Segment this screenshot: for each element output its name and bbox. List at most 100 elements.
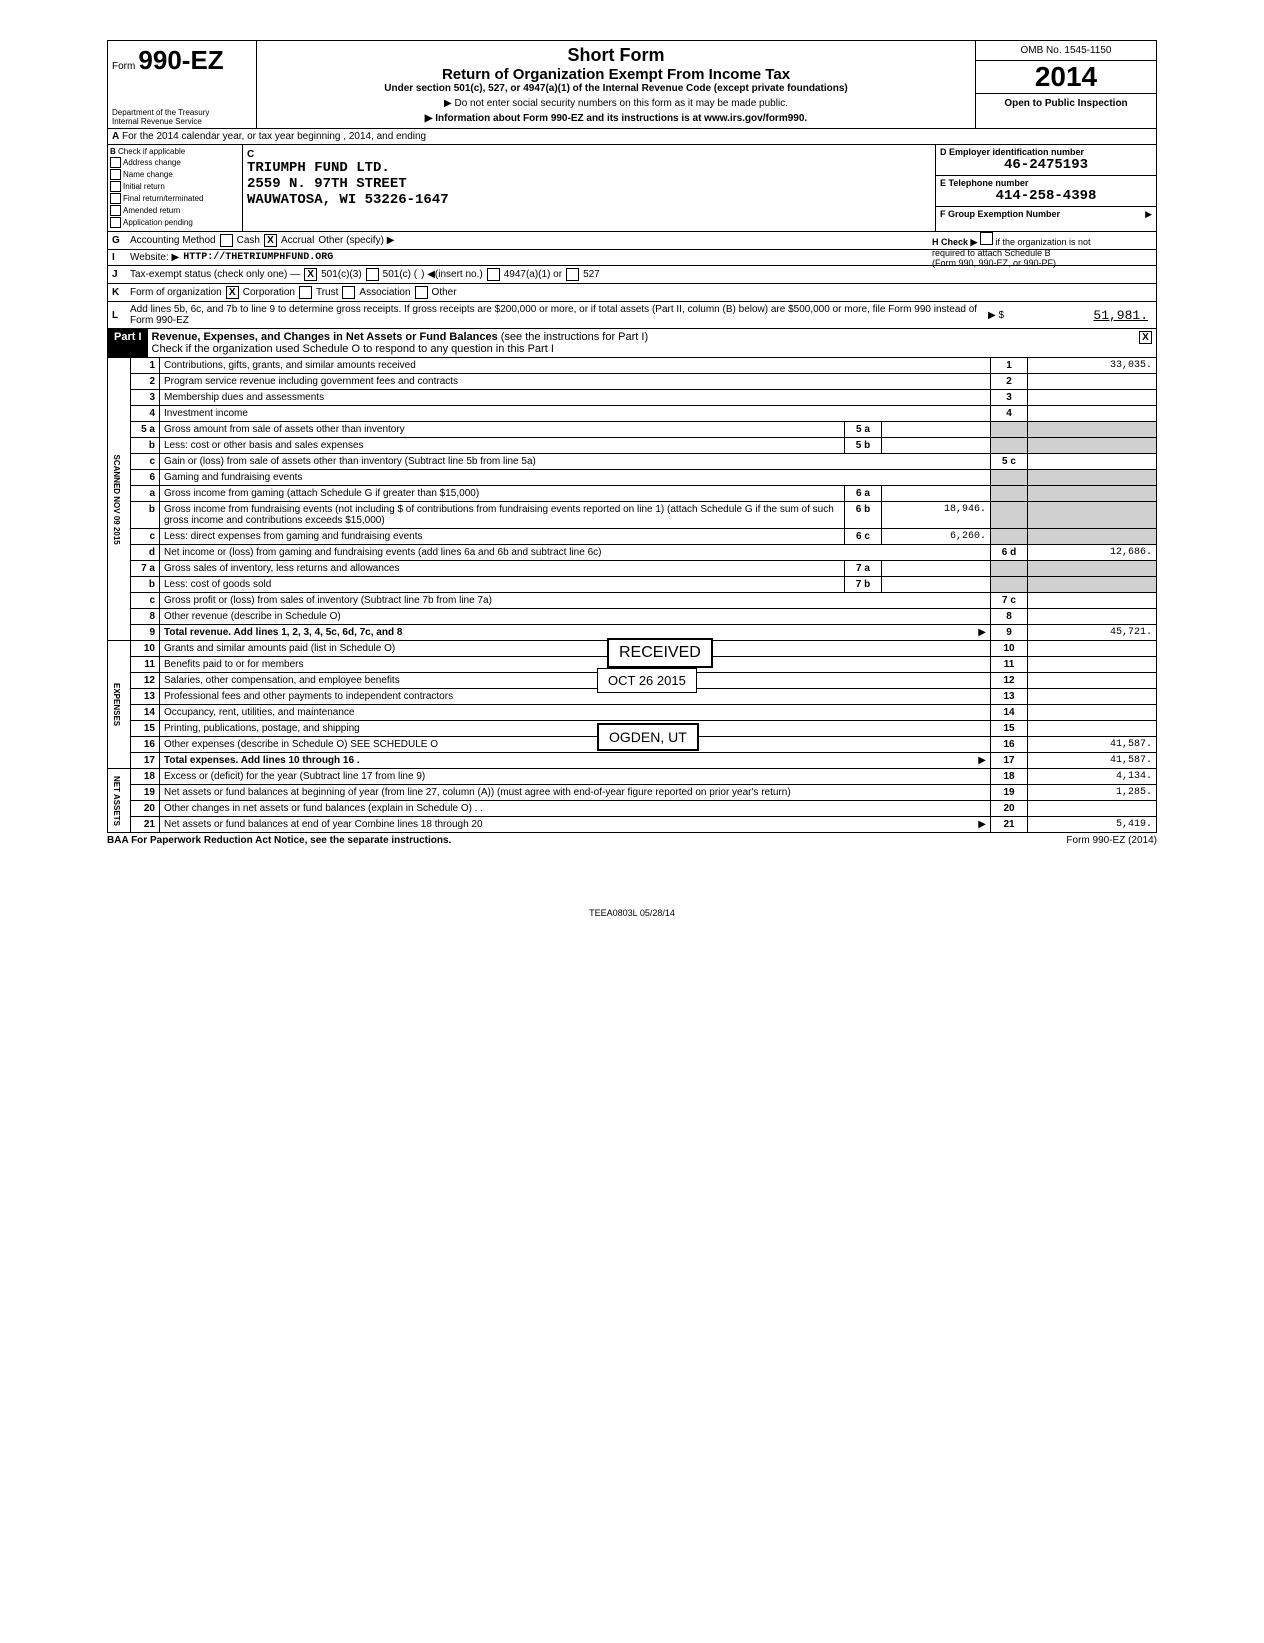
assets-side-label: NET ASSETS	[108, 769, 131, 833]
revenue-side-label: SCANNED NOV 09 2015	[108, 358, 131, 641]
form-990ez-page: Form 990-EZ Department of the Treasury I…	[107, 40, 1157, 918]
org-name: TRIUMPH FUND LTD.	[247, 160, 931, 176]
dept-treasury: Department of the Treasury	[112, 108, 209, 117]
cb-accrual[interactable]: X	[264, 234, 277, 247]
form-number: 990-EZ	[138, 45, 223, 75]
info-block: B Check if applicable Address change Nam…	[107, 145, 1157, 232]
section-b-label: Check if applicable	[118, 147, 185, 156]
baa-notice: BAA For Paperwork Reduction Act Notice, …	[107, 835, 451, 846]
line-18: NET ASSETS 18 Excess or (deficit) for th…	[108, 769, 1157, 785]
part1-title: Revenue, Expenses, and Changes in Net As…	[148, 329, 1135, 357]
line-6c: c Less: direct expenses from gaming and …	[108, 529, 1157, 545]
row-a: A For the 2014 calendar year, or tax yea…	[107, 129, 1157, 145]
omb-number: OMB No. 1545-1150	[976, 41, 1156, 61]
org-addr2: WAUWATOSA, WI 53226-1647	[247, 192, 931, 208]
return-title: Return of Organization Exempt From Incom…	[261, 66, 971, 83]
section-h: H Check ▶ if the organization is not req…	[932, 232, 1152, 268]
cb-application-pending[interactable]: Application pending	[110, 217, 240, 228]
section-e-label: E Telephone number	[940, 178, 1152, 188]
line-17-value: 41,587.	[1028, 753, 1157, 769]
cb-address-change[interactable]: Address change	[110, 157, 240, 168]
line-7a: 7 a Gross sales of inventory, less retur…	[108, 561, 1157, 577]
section-b: B Check if applicable Address change Nam…	[108, 145, 243, 231]
cb-4947[interactable]	[487, 268, 500, 281]
line-5a: 5 a Gross amount from sale of assets oth…	[108, 422, 1157, 438]
row-j: J Tax-exempt status (check only one) — X…	[107, 266, 1157, 284]
part1-label: Part I	[108, 329, 148, 357]
row-g: G Accounting Method Cash XAccrual Other …	[107, 232, 1157, 250]
line-20: 20 Other changes in net assets or fund b…	[108, 801, 1157, 817]
line-1-value: 33,035.	[1028, 358, 1157, 374]
line-7b: b Less: cost of goods sold 7 b	[108, 577, 1157, 593]
line-6c-value: 6,260.	[882, 529, 991, 545]
cb-name-change[interactable]: Name change	[110, 169, 240, 180]
cb-cash[interactable]	[220, 234, 233, 247]
line-6d: d Net income or (loss) from gaming and f…	[108, 545, 1157, 561]
section-d: D Employer identification number 46-2475…	[936, 145, 1156, 176]
gross-receipts: 51,981.	[1008, 308, 1152, 323]
line-19-value: 1,285.	[1028, 785, 1157, 801]
tax-year: 2014	[976, 61, 1156, 94]
row-g-text: Accounting Method	[130, 235, 216, 246]
form-prefix: Form	[112, 61, 135, 72]
line-6a: a Gross income from gaming (attach Sched…	[108, 486, 1157, 502]
section-def: D Employer identification number 46-2475…	[935, 145, 1156, 231]
row-k: K Form of organization XCorporation Trus…	[107, 284, 1157, 302]
header-center: Short Form Return of Organization Exempt…	[257, 41, 975, 128]
cb-final-return[interactable]: Final return/terminated	[110, 193, 240, 204]
cb-amended-return[interactable]: Amended return	[110, 205, 240, 216]
line-1: SCANNED NOV 09 2015 1 Contributions, gif…	[108, 358, 1157, 374]
line-6d-value: 12,686.	[1028, 545, 1157, 561]
info-line: ▶ Information about Form 990-EZ and its …	[261, 113, 971, 124]
section-f: F Group Exemption Number ▶	[936, 207, 1156, 221]
line-8: 8 Other revenue (describe in Schedule O)…	[108, 609, 1157, 625]
section-c: C TRIUMPH FUND LTD. 2559 N. 97TH STREET …	[243, 145, 935, 231]
line-17: 17 Total expenses. Add lines 10 through …	[108, 753, 1157, 769]
line-14: 14 Occupancy, rent, utilities, and maint…	[108, 705, 1157, 721]
part1-checkbox[interactable]: X	[1135, 329, 1156, 357]
dept-irs: Internal Revenue Service	[112, 117, 209, 126]
cb-501c[interactable]	[366, 268, 379, 281]
ein-value: 46-2475193	[940, 157, 1152, 173]
cb-schedule-b[interactable]	[980, 232, 993, 245]
line-2: 2 Program service revenue including gove…	[108, 374, 1157, 390]
cb-initial-return[interactable]: Initial return	[110, 181, 240, 192]
warning-line: ▶ Do not enter social security numbers o…	[261, 98, 971, 109]
cb-other-org[interactable]	[415, 286, 428, 299]
org-addr1: 2559 N. 97TH STREET	[247, 176, 931, 192]
section-c-label: C	[247, 149, 931, 160]
line-6b-value: 18,946.	[882, 502, 991, 529]
line-5c: c Gain or (loss) from sale of assets oth…	[108, 454, 1157, 470]
line-5b: b Less: cost or other basis and sales ex…	[108, 438, 1157, 454]
cb-501c3[interactable]: X	[304, 268, 317, 281]
website-value: HTTP://THETRIUMPHFUND.ORG	[183, 252, 333, 263]
cb-trust[interactable]	[299, 286, 312, 299]
short-form-title: Short Form	[261, 45, 971, 66]
section-f-label: F Group Exemption Number	[940, 209, 1060, 219]
received-stamp: RECEIVED	[607, 638, 713, 668]
form-header: Form 990-EZ Department of the Treasury I…	[107, 40, 1157, 129]
row-a-text: For the 2014 calendar year, or tax year …	[122, 131, 426, 142]
cb-corporation[interactable]: X	[226, 286, 239, 299]
line-19: 19 Net assets or fund balances at beginn…	[108, 785, 1157, 801]
section-f-arrow: ▶	[1145, 209, 1152, 220]
section-d-label: D Employer identification number	[940, 147, 1152, 157]
dept-lines: Department of the Treasury Internal Reve…	[112, 108, 209, 126]
line-21: 21 Net assets or fund balances at end of…	[108, 817, 1157, 833]
line-9-value: 45,721.	[1028, 625, 1157, 641]
lines-wrapper: RECEIVED OCT 26 2015 OGDEN, UT SCANNED N…	[107, 358, 1157, 833]
ogden-stamp: OGDEN, UT	[597, 723, 699, 751]
line-16-value: 41,587.	[1028, 737, 1157, 753]
line-18-value: 4,134.	[1028, 769, 1157, 785]
cb-527[interactable]	[566, 268, 579, 281]
open-public: Open to Public Inspection	[976, 94, 1156, 113]
header-right: OMB No. 1545-1150 2014 Open to Public In…	[975, 41, 1156, 128]
cb-association[interactable]	[342, 286, 355, 299]
teea-code: TEEA0803L 05/28/14	[107, 908, 1157, 918]
line-7c: c Gross profit or (loss) from sales of i…	[108, 593, 1157, 609]
phone-value: 414-258-4398	[940, 188, 1152, 204]
form-ref: Form 990-EZ (2014)	[1066, 835, 1157, 846]
line-6b: b Gross income from fundraising events (…	[108, 502, 1157, 529]
line-3: 3 Membership dues and assessments 3	[108, 390, 1157, 406]
row-l: L Add lines 5b, 6c, and 7b to line 9 to …	[107, 302, 1157, 329]
